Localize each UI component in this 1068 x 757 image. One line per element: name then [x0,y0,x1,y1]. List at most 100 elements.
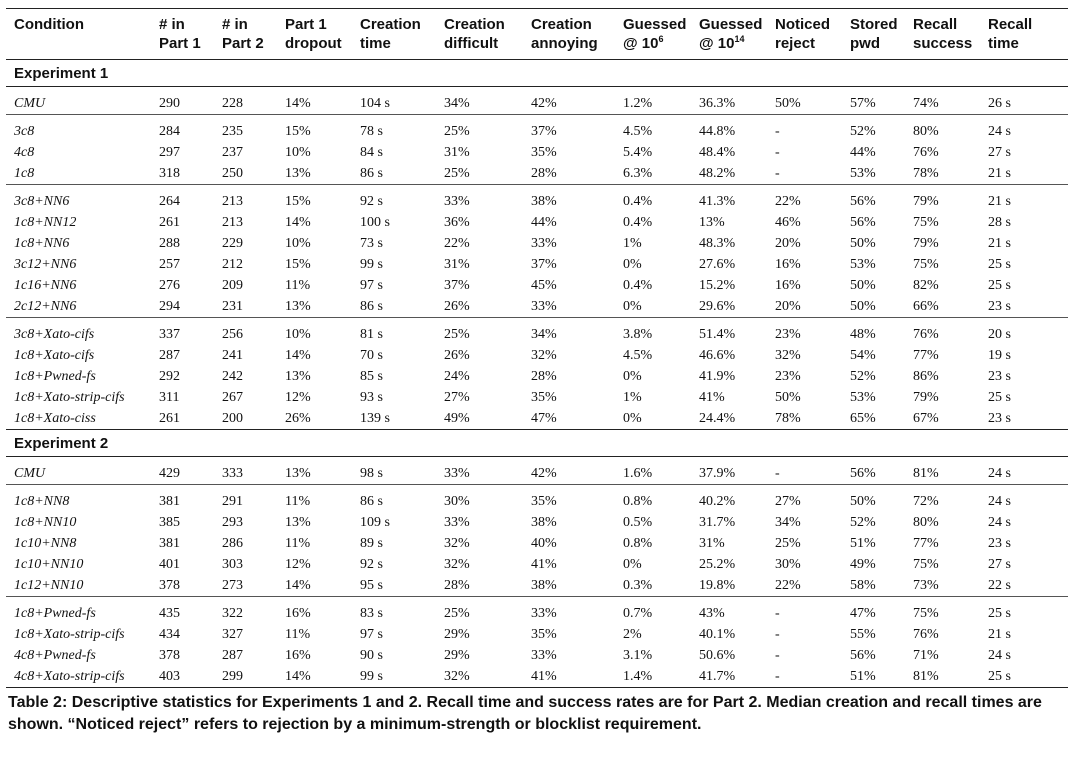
table-cell: 256 [222,327,243,342]
table-row: CMU 290 228 14% 104 s 34% 42% 1.2% 36.3% 50% 57% 74… [6,87,1068,115]
table-cell: 98 s [360,466,383,481]
table-cell: 401 [159,557,180,572]
table-cell: - [775,648,780,663]
table-cell: 32% [444,557,470,572]
column-header-line2: dropout [285,35,342,52]
column-header: Recall success [905,9,980,60]
table-cell: 83 s [360,606,383,621]
table-cell: 67% [913,411,939,426]
table-cell: 24 s [988,648,1011,663]
table-cell: 3.1% [623,648,653,663]
column-header-line2: Part 1 [159,35,201,52]
column-header: # in Part 2 [214,9,277,60]
table-cell: 78% [913,166,939,181]
table-cell: 0% [623,411,642,426]
table-row: 1c16+NN6 276 209 11% 97 s 37% 45% 0.4% 15.2% 16% 5… [6,275,1068,296]
table-header: Condition # in Part 1 # in Part 2 Part 1 dropo… [6,8,1068,60]
table-row: 4c8+Pwned-fs 378 287 16% 90 s 29% 33% 3.1% 50.6%… [6,645,1068,666]
table-cell: 48% [850,327,876,342]
table-cell: 33% [444,194,470,209]
table-cell: 24% [444,369,470,384]
table-cell: 25 s [988,606,1011,621]
table-cell: 50.6% [699,648,736,663]
table-cell: 36% [444,215,470,230]
caption-text: Descriptive statistics for Experiments 1… [8,694,1042,733]
table-cell: 20% [775,236,801,251]
table-cell: 44% [850,145,876,160]
table-cell: 10% [285,145,311,160]
table-cell: 378 [159,648,180,663]
table-cell: 23% [775,369,801,384]
column-header-line2: Part 2 [222,35,264,52]
condition-cell: CMU [14,96,46,111]
table-cell: 1.6% [623,466,653,481]
table-cell: 273 [222,578,243,593]
table-cell: - [775,606,780,621]
table-cell: 52% [850,124,876,139]
table-row: 1c8+Xato-ciss 261 200 26% 139 s 49% 47% 0% 24.4%… [6,408,1068,430]
table-cell: 79% [913,194,939,209]
table-cell: 0.4% [623,278,653,293]
table-cell: 25% [775,536,801,551]
table-cell: 286 [222,536,243,551]
table-cell: 35% [531,627,557,642]
table-cell: 294 [159,299,180,314]
table-cell: 261 [159,215,180,230]
table-cell: 31% [444,257,470,272]
condition-cell: 1c8+NN12 [14,215,77,230]
table-row: 2c12+NN6 294 231 13% 86 s 26% 33% 0% 29.6% 20% 50%… [6,296,1068,318]
table-cell: 37.9% [699,466,736,481]
table-cell: 41% [531,557,557,572]
table-cell: 21 s [988,236,1011,251]
table-cell: 26% [444,348,470,363]
table-cell: 25 s [988,278,1011,293]
table-cell: 284 [159,124,180,139]
table-cell: 56% [850,194,876,209]
table-cell: 287 [222,648,243,663]
table-cell: 51% [850,536,876,551]
condition-cell: 1c8+Xato-ciss [14,411,96,426]
column-header: Creation annoying [523,9,615,60]
table-cell: 30% [444,494,470,509]
table-cell: 228 [222,96,243,111]
column-header-line1: # in [222,16,248,33]
table-cell: 11% [285,278,311,293]
table-row: 4c8+Xato-strip-cifs 403 299 14% 99 s 32% 41% 1.… [6,666,1068,688]
table-cell: 75% [913,557,939,572]
table-row: 1c10+NN10 401 303 12% 92 s 32% 41% 0% 25.2% 30% 49… [6,554,1068,575]
table-cell: 79% [913,390,939,405]
column-header-line1: Guessed [623,16,687,33]
table-cell: 435 [159,606,180,621]
table-cell: 14% [285,578,311,593]
condition-cell: 4c8+Xato-strip-cifs [14,669,125,684]
table-cell: 33% [531,299,557,314]
column-header: Guessed @ 106 [615,9,691,60]
table-cell: 33% [444,515,470,530]
table-cell: 24.4% [699,411,736,426]
table-cell: 11% [285,536,311,551]
table-cell: 267 [222,390,243,405]
table-cell: 241 [222,348,243,363]
table-cell: 41% [531,669,557,684]
table-cell: 25 s [988,669,1011,684]
table-cell: 12% [285,557,311,572]
table-cell: 31% [444,145,470,160]
column-header: Stored pwd [842,9,905,60]
table-cell: 16% [285,606,311,621]
table-cell: 55% [850,627,876,642]
table-cell: 0.8% [623,536,653,551]
table-cell: 15% [285,194,311,209]
table-cell: 86 s [360,494,383,509]
table-cell: 20% [775,299,801,314]
table-cell: 264 [159,194,180,209]
column-header-line2: annoying [531,35,598,52]
table-cell: 32% [775,348,801,363]
table-cell: 56% [850,648,876,663]
table-row: 1c8+Xato-cifs 287 241 14% 70 s 26% 32% 4.5% 46.6… [6,345,1068,366]
table-cell: 25% [444,327,470,342]
table-cell: 30% [775,557,801,572]
table-row: 1c8+NN8 381 291 11% 86 s 30% 35% 0.8% 40.2% 27% 50… [6,484,1068,513]
table-cell: 22% [775,578,801,593]
column-header-line1: Part 1 [285,16,327,33]
table-caption: Table 2: Descriptive statistics for Expe… [6,692,1052,736]
